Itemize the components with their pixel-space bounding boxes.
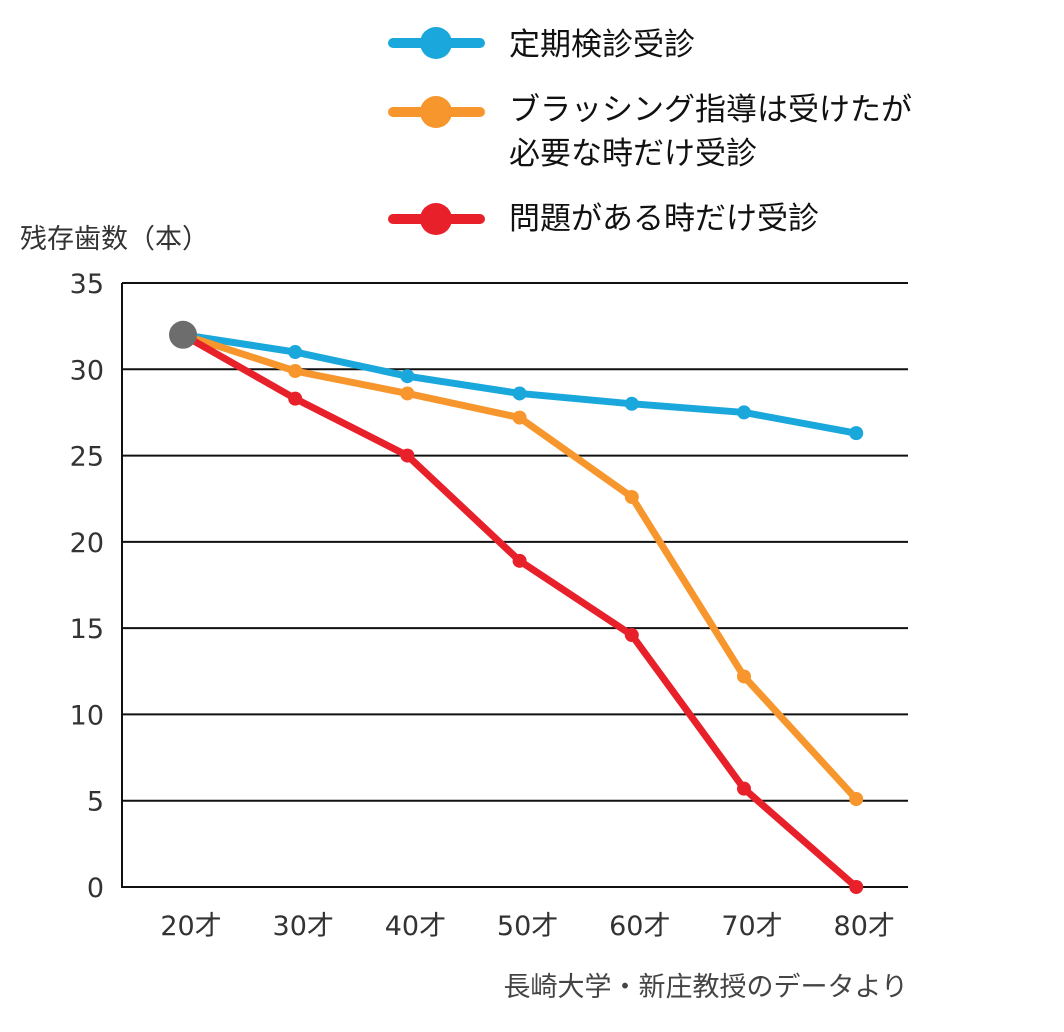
series-point-1-5: [737, 669, 751, 684]
y-tick-0: 0: [87, 873, 104, 904]
gridlines: [122, 282, 908, 888]
series-point-2-2: [400, 448, 415, 463]
series-point-0-4: [624, 396, 639, 411]
series-point-2-3: [512, 553, 527, 568]
y-axis-label: 残存歯数（本）: [20, 224, 209, 255]
series-point-0-5: [737, 405, 751, 420]
legend-label-brushing-guidance-line1: ブラッシング指導は受けたが: [509, 92, 912, 128]
x-tick-0: 20才: [160, 911, 221, 942]
legend-item-brushing-guidance: ブラッシング指導は受けたが 必要な時だけ受診: [388, 92, 912, 172]
series-point-2-4: [624, 628, 639, 643]
series-point-1-4: [624, 489, 639, 504]
y-tick-35: 35: [70, 269, 104, 300]
y-tick-20: 20: [70, 528, 104, 559]
series-point-1-3: [512, 410, 527, 425]
x-tick-5: 70才: [721, 911, 782, 942]
series-point-0-1: [288, 345, 303, 360]
legend-label-only-when-problem: 問題がある時だけ受診: [509, 201, 819, 237]
legend-label-regular-checkup: 定期検診受診: [509, 27, 695, 63]
series-point-2-5: [737, 781, 751, 796]
legend-item-regular-checkup: 定期検診受診: [388, 27, 695, 63]
start-point: [169, 320, 197, 349]
series-point-1-1: [288, 364, 303, 379]
series-points: [169, 320, 864, 894]
series-point-1-2: [400, 386, 415, 401]
legend-item-only-when-problem: 問題がある時だけ受診: [388, 201, 819, 237]
x-tick-6: 80才: [834, 911, 895, 942]
legend-label-brushing-guidance-line2: 必要な時だけ受診: [509, 136, 757, 172]
legend-swatch-dot-regular-checkup: [420, 27, 452, 59]
x-tick-1: 30才: [273, 911, 334, 942]
legend-swatch-dot-brushing-guidance: [420, 96, 452, 128]
x-tick-3: 50才: [497, 911, 558, 942]
y-tick-5: 5: [87, 787, 104, 818]
legend: 定期検診受診 ブラッシング指導は受けたが 必要な時だけ受診 問題がある時だけ受診: [388, 27, 912, 237]
y-tick-30: 30: [70, 355, 104, 386]
series-point-2-1: [288, 391, 303, 406]
legend-swatch-dot-only-when-problem: [420, 203, 452, 235]
x-tick-4: 60才: [609, 911, 670, 942]
series-point-0-6: [849, 426, 864, 441]
series-point-0-2: [400, 369, 415, 384]
x-tick-labels: 20才 30才 40才 50才 60才 70才 80才: [160, 911, 895, 942]
y-tick-15: 15: [70, 614, 104, 645]
series-point-2-6: [849, 880, 864, 894]
series-point-0-3: [512, 386, 527, 401]
series-point-1-6: [849, 791, 864, 806]
y-tick-25: 25: [70, 442, 104, 473]
source-note: 長崎大学・新庄教授のデータより: [504, 972, 908, 1003]
y-tick-labels: 0 5 10 15 20 25 30 35: [70, 269, 104, 904]
y-tick-10: 10: [70, 700, 104, 731]
x-tick-2: 40才: [385, 911, 446, 942]
